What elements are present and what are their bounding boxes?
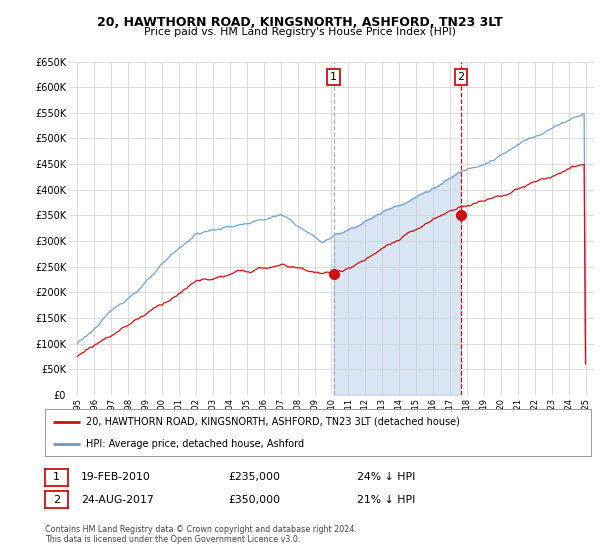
- Text: 2: 2: [53, 494, 60, 505]
- Text: Contains HM Land Registry data © Crown copyright and database right 2024.
This d: Contains HM Land Registry data © Crown c…: [45, 525, 357, 544]
- Text: 19-FEB-2010: 19-FEB-2010: [81, 472, 151, 482]
- Text: 1: 1: [53, 472, 60, 482]
- Text: 24% ↓ HPI: 24% ↓ HPI: [357, 472, 415, 482]
- Text: 24-AUG-2017: 24-AUG-2017: [81, 494, 154, 505]
- Text: £235,000: £235,000: [228, 472, 280, 482]
- Text: 1: 1: [330, 72, 337, 82]
- Text: 20, HAWTHORN ROAD, KINGSNORTH, ASHFORD, TN23 3LT: 20, HAWTHORN ROAD, KINGSNORTH, ASHFORD, …: [97, 16, 503, 29]
- Text: HPI: Average price, detached house, Ashford: HPI: Average price, detached house, Ashf…: [86, 438, 304, 449]
- Text: 2: 2: [457, 72, 464, 82]
- Text: Price paid vs. HM Land Registry's House Price Index (HPI): Price paid vs. HM Land Registry's House …: [144, 27, 456, 37]
- Text: £350,000: £350,000: [228, 494, 280, 505]
- Text: 21% ↓ HPI: 21% ↓ HPI: [357, 494, 415, 505]
- Text: 20, HAWTHORN ROAD, KINGSNORTH, ASHFORD, TN23 3LT (detached house): 20, HAWTHORN ROAD, KINGSNORTH, ASHFORD, …: [86, 417, 460, 427]
